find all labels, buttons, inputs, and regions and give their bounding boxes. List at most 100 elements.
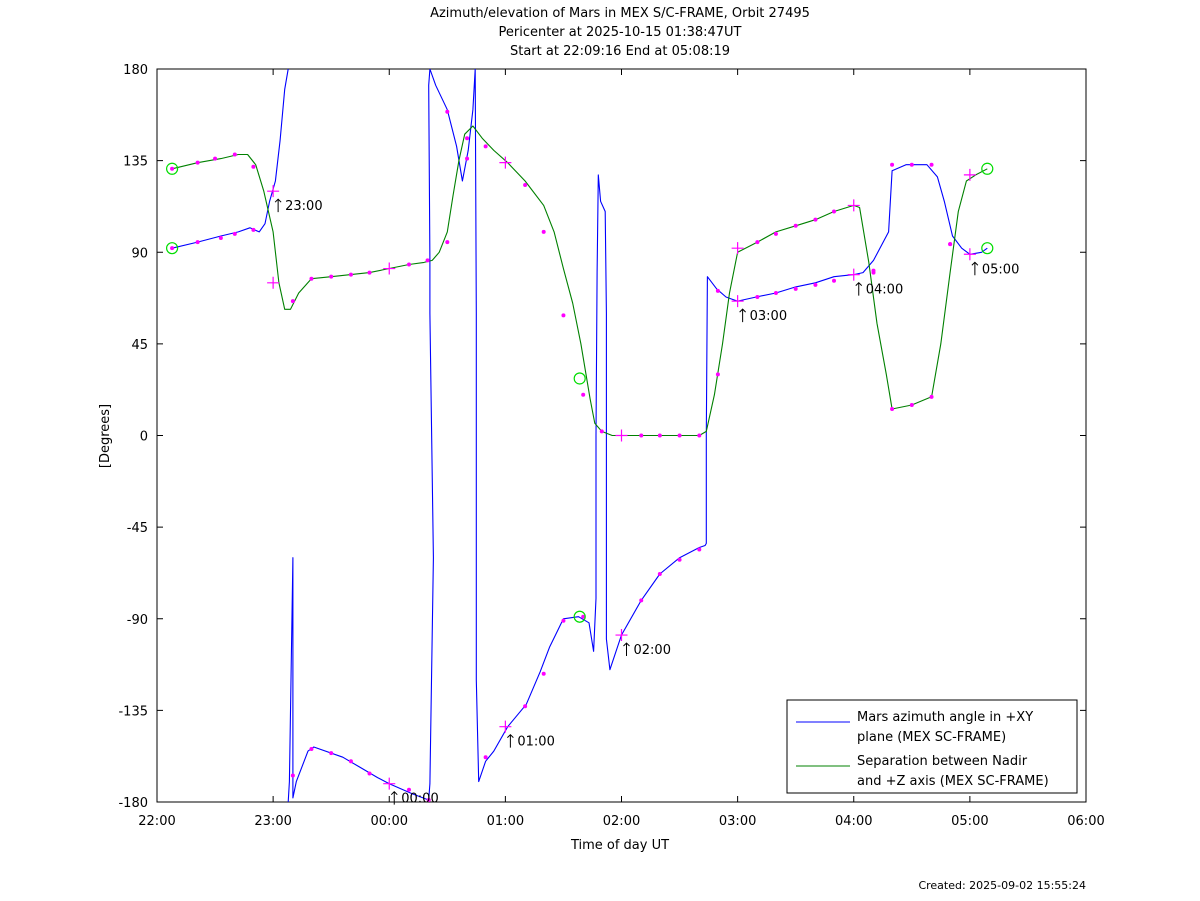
sample-dot-marker [909,402,914,407]
sample-dot-marker [445,109,450,114]
hour-plus-marker [499,156,512,169]
hour-plus-marker [499,720,512,733]
sample-dot-marker [657,433,662,438]
sample-dot-marker [367,270,372,275]
hour-annotation-arrow [855,281,863,296]
marker-layer [165,109,994,802]
event-circle-marker [573,610,586,623]
hour-plus-marker [267,276,280,289]
sample-dot-marker [426,797,431,802]
azimuth-series-line [171,68,988,803]
legend-box [786,699,1078,794]
created-timestamp: Created: 2025-09-02 15:55:24 [918,879,1086,892]
legend-label-separation-line1: Separation between Nadir [857,754,1028,769]
sample-dot-marker [195,160,200,165]
y-tick-label: -45 [127,521,148,536]
hour-plus-marker [963,248,976,261]
sample-dot-marker [348,272,353,277]
y-tick-label: 0 [140,430,148,445]
sample-dot-marker [425,258,430,263]
hour-plus-marker [615,429,628,442]
x-tick-label: 03:00 [719,814,756,829]
sample-dot-marker [251,227,256,232]
sample-dot-marker [445,240,450,245]
sample-dot-marker [483,144,488,149]
hour-annotation-arrow [971,261,979,276]
sample-dot-marker [793,223,798,228]
sample-dot-marker [677,557,682,562]
hour-annotation-label: 23:00 [285,199,322,214]
hour-plus-marker [267,185,280,198]
y-tick-label: 45 [131,338,148,353]
sample-dot-marker [755,295,760,300]
series-layer [171,68,988,803]
hour-annotation-arrow [507,733,514,748]
sample-dot-marker [599,429,604,434]
chart-subtitle-pericenter: Pericenter at 2025-10-15 01:38:47UT [498,25,741,40]
hour-plus-marker [383,262,396,275]
sample-dot-marker [213,156,218,161]
hour-annotation-label: 00:00 [401,792,438,807]
event-circle-marker [573,372,586,385]
y-tick-label: 90 [131,246,148,261]
chart-subtitle-start-end: Start at 22:09:16 End at 05:08:19 [510,44,730,59]
hour-annotation-label: 01:00 [517,735,554,750]
x-axis-label: Time of day UT [570,838,669,853]
sample-dot-marker [406,262,411,267]
x-tick-label: 00:00 [371,814,408,829]
sample-dot-marker [813,282,818,287]
hour-annotation-arrow [739,308,746,323]
event-circle-marker [165,162,179,175]
sample-dot-marker [890,407,895,412]
event-circle-marker [981,162,994,175]
hour-annotation-label: 03:00 [750,309,787,324]
sample-dot-marker [561,618,566,623]
chart-title: Azimuth/elevation of Mars in MEX S/C-FRA… [430,6,810,21]
y-tick-label: -135 [118,704,148,719]
x-tick-label: 01:00 [487,814,524,829]
separation-series-line [171,125,988,437]
sample-dot-marker [329,751,334,756]
sample-dot-marker [541,229,546,234]
sample-dot-marker [909,162,914,167]
x-tick-label: 05:00 [951,814,988,829]
hour-annotation-label: 05:00 [982,262,1019,277]
sample-dot-marker [871,270,876,275]
x-tick-label: 06:00 [1067,814,1104,829]
sample-dot-marker [523,183,528,188]
hour-plus-marker [731,242,744,255]
hour-plus-marker [847,268,860,281]
sample-dot-marker [715,372,720,377]
y-axis-ticks: 180 135 90 45 0 -45 -90 -135 -180 [118,63,1086,811]
sample-dot-marker [290,299,295,304]
sample-dot-marker [465,156,470,161]
sample-dot-marker [832,209,837,214]
x-tick-label: 23:00 [254,814,291,829]
sample-dot-marker [929,394,934,399]
sample-dot-marker [170,166,175,171]
hour-plus-marker [731,295,744,308]
sample-dot-marker [170,246,175,251]
y-tick-label: 180 [123,63,148,78]
sample-dot-marker [251,164,256,169]
hour-annotation-arrow [623,642,630,657]
x-tick-label: 04:00 [835,814,872,829]
hour-annotation-label: 02:00 [634,643,671,658]
sample-dot-marker [232,231,237,236]
sample-dot-marker [523,704,528,709]
sample-dot-marker [697,547,702,552]
sample-dot-marker [677,433,682,438]
legend: Mars azimuth angle in +XY plane (MEX SC-… [786,699,1078,794]
sample-dot-marker [329,274,334,279]
sample-dot-marker [465,136,470,141]
hour-plus-marker [383,777,396,790]
sample-dot-marker [218,235,223,240]
sample-dot-marker [929,162,934,167]
sample-dot-marker [639,433,644,438]
x-tick-label: 02:00 [603,814,640,829]
sample-dot-marker [793,286,798,291]
sample-dot-marker [232,152,237,157]
sample-dot-marker [561,313,566,318]
hour-annotation-layer: 23:00 00:00 01:00 02:00 03:00 04:00 05:00 [274,198,1019,807]
